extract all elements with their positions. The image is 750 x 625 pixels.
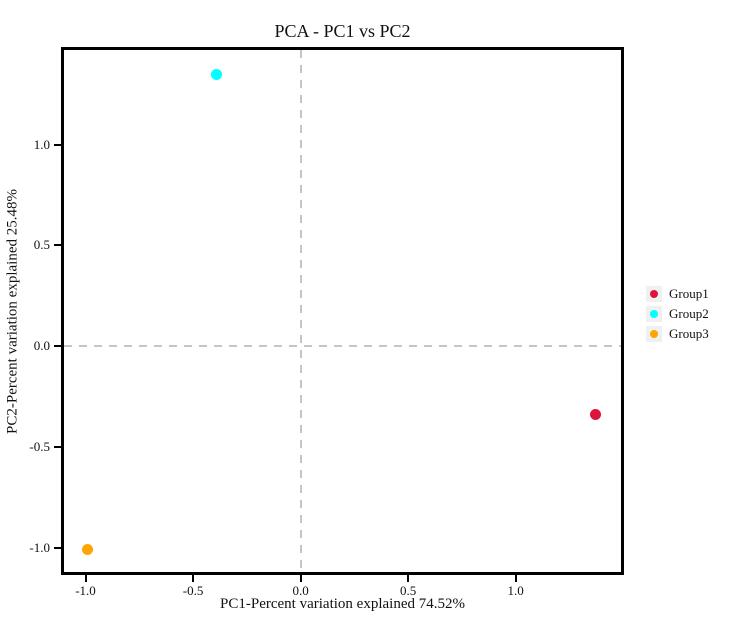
legend-item-group1: Group1 [646, 286, 709, 302]
y-tick-label: -0.5 [29, 439, 50, 455]
x-tick-label: 1.0 [507, 583, 524, 598]
legend-item-group3: Group3 [646, 326, 709, 342]
x-tick-label: 0.0 [292, 583, 309, 598]
data-point-group1 [589, 409, 601, 421]
x-tick [192, 575, 195, 582]
legend-label: Group3 [669, 326, 709, 341]
y-tick-label: -1.0 [29, 539, 50, 555]
x-axis-title: PC1-Percent variation explained 74.52% [220, 596, 465, 612]
legend-item-group2: Group2 [646, 306, 709, 322]
y-tick-label: 0.0 [33, 338, 50, 354]
data-point-group2 [211, 68, 223, 80]
legend-swatch-icon [650, 310, 658, 318]
y-tick-label: 0.5 [33, 237, 50, 253]
legend-swatch-icon [650, 330, 658, 338]
x-tick [84, 575, 87, 582]
legend-key [646, 326, 662, 342]
y-tick [54, 143, 61, 146]
x-tick [514, 575, 517, 582]
x-tick-label: -0.5 [182, 583, 204, 598]
legend-label: Group1 [669, 286, 709, 301]
y-tick [54, 244, 61, 247]
x-tick [407, 575, 410, 582]
legend-key [646, 306, 662, 322]
y-tick [54, 345, 61, 348]
legend-label: Group2 [669, 306, 709, 321]
y-axis-title: PC2-Percent variation explained 25.48% [4, 189, 21, 434]
x-tick-label: -1.0 [75, 583, 96, 598]
y-tick [54, 546, 61, 549]
y-tick [54, 446, 61, 449]
chart-title: PCA - PC1 vs PC2 [274, 21, 411, 41]
legend: Group1 Group2 Group3 [646, 286, 709, 346]
y-tick-label: 1.0 [33, 136, 50, 152]
x-tick [299, 575, 302, 582]
legend-swatch-icon [650, 290, 658, 298]
x-tick-label: 0.5 [399, 583, 417, 598]
legend-key [646, 286, 662, 302]
data-point-group3 [82, 544, 94, 556]
zero-line-vertical [299, 50, 302, 572]
plot-area [61, 47, 624, 575]
zero-line-horizontal [64, 345, 621, 348]
